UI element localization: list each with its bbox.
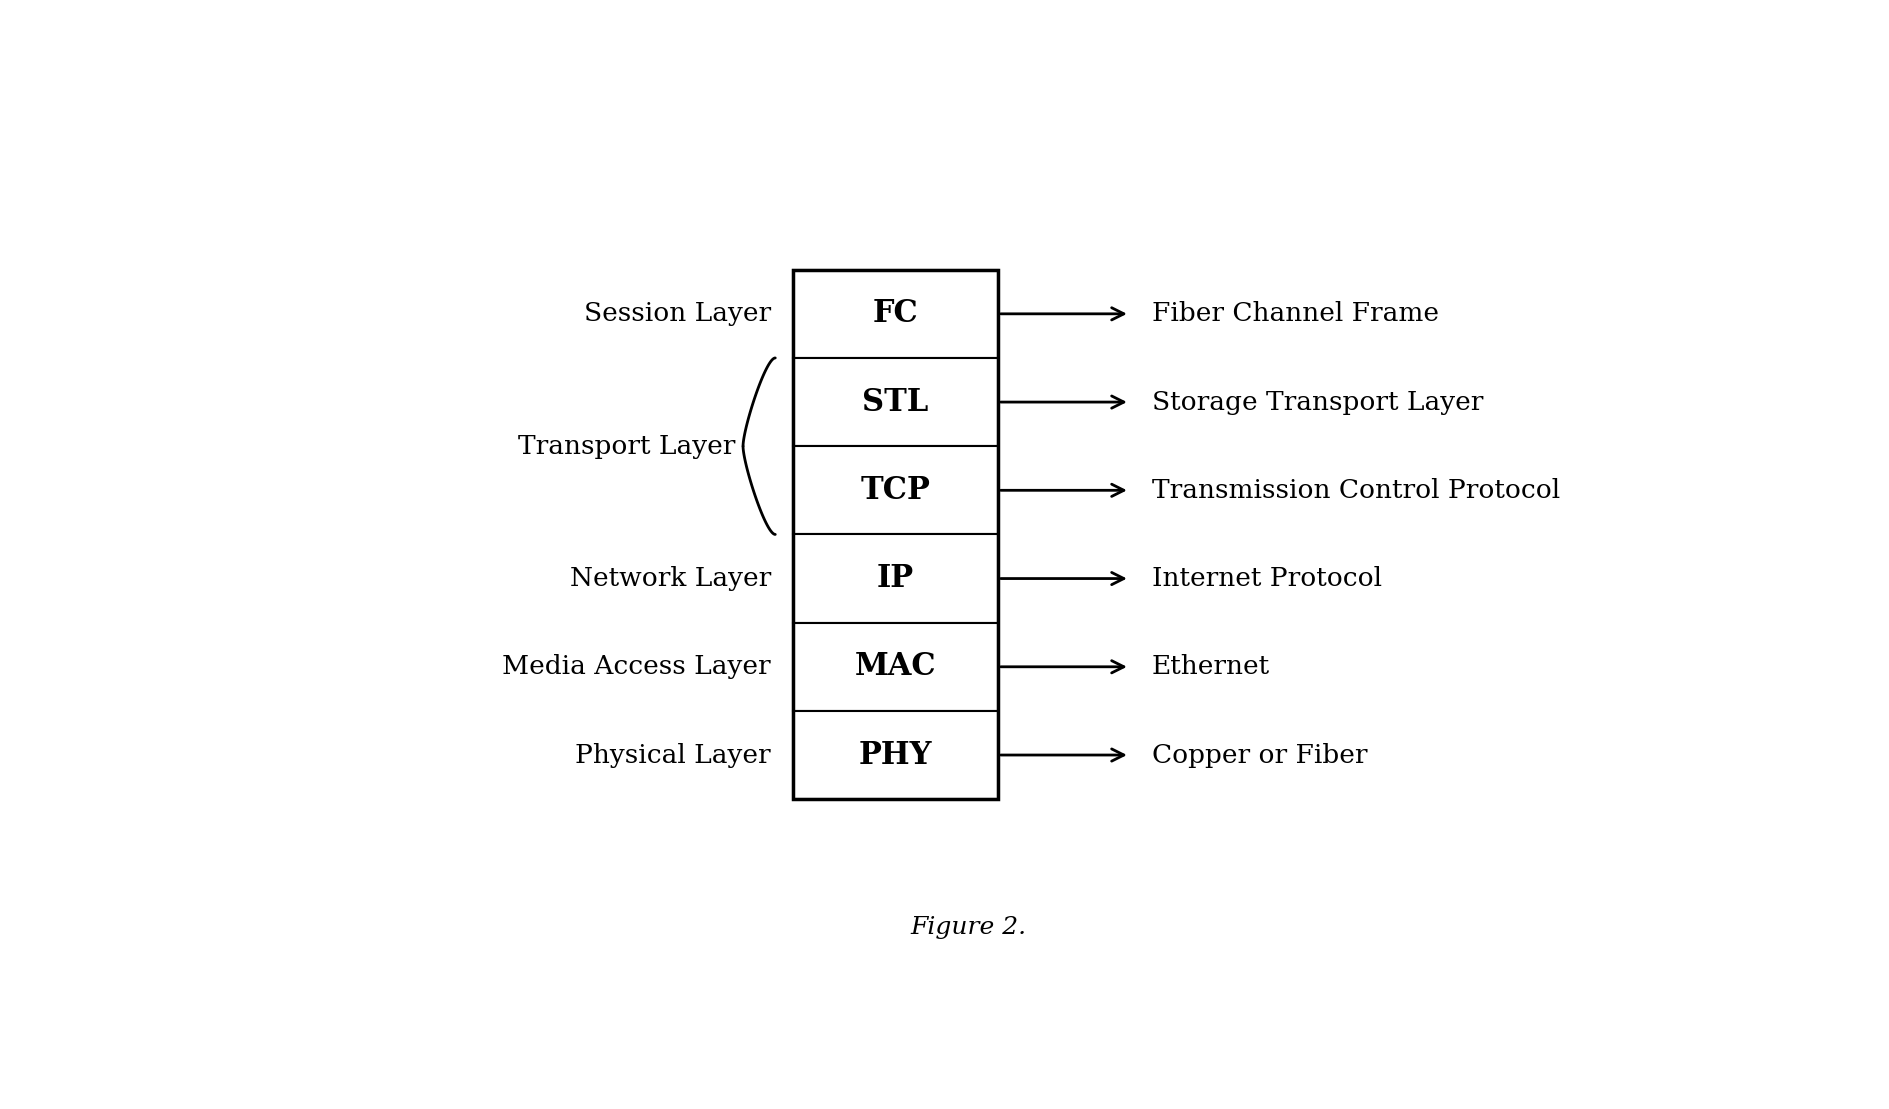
Bar [793, 711, 997, 800]
Text: Transmission Control Protocol: Transmission Control Protocol [1150, 478, 1558, 502]
Text: Fiber Channel Frame: Fiber Channel Frame [1150, 302, 1438, 326]
Text: Figure 2.: Figure 2. [910, 916, 1026, 938]
Bar [793, 622, 997, 711]
Bar [793, 358, 997, 446]
Text: Physical Layer: Physical Layer [574, 743, 771, 767]
Text: Transport Layer: Transport Layer [518, 434, 735, 459]
Text: IP: IP [876, 563, 914, 594]
Text: MAC: MAC [854, 651, 935, 682]
Text: FC: FC [873, 298, 918, 329]
Bar [793, 269, 997, 358]
Bar [793, 269, 997, 800]
Text: Copper or Fiber: Copper or Fiber [1150, 743, 1366, 767]
Text: TCP: TCP [859, 475, 929, 506]
Text: Network Layer: Network Layer [569, 566, 771, 591]
Text: PHY: PHY [858, 740, 931, 771]
Text: Media Access Layer: Media Access Layer [502, 654, 771, 680]
Text: Session Layer: Session Layer [584, 302, 771, 326]
Text: Internet Protocol: Internet Protocol [1150, 566, 1381, 591]
Text: Ethernet: Ethernet [1150, 654, 1269, 680]
Text: Storage Transport Layer: Storage Transport Layer [1150, 389, 1483, 415]
Bar [793, 446, 997, 535]
Bar [793, 535, 997, 622]
Text: STL: STL [861, 387, 927, 418]
